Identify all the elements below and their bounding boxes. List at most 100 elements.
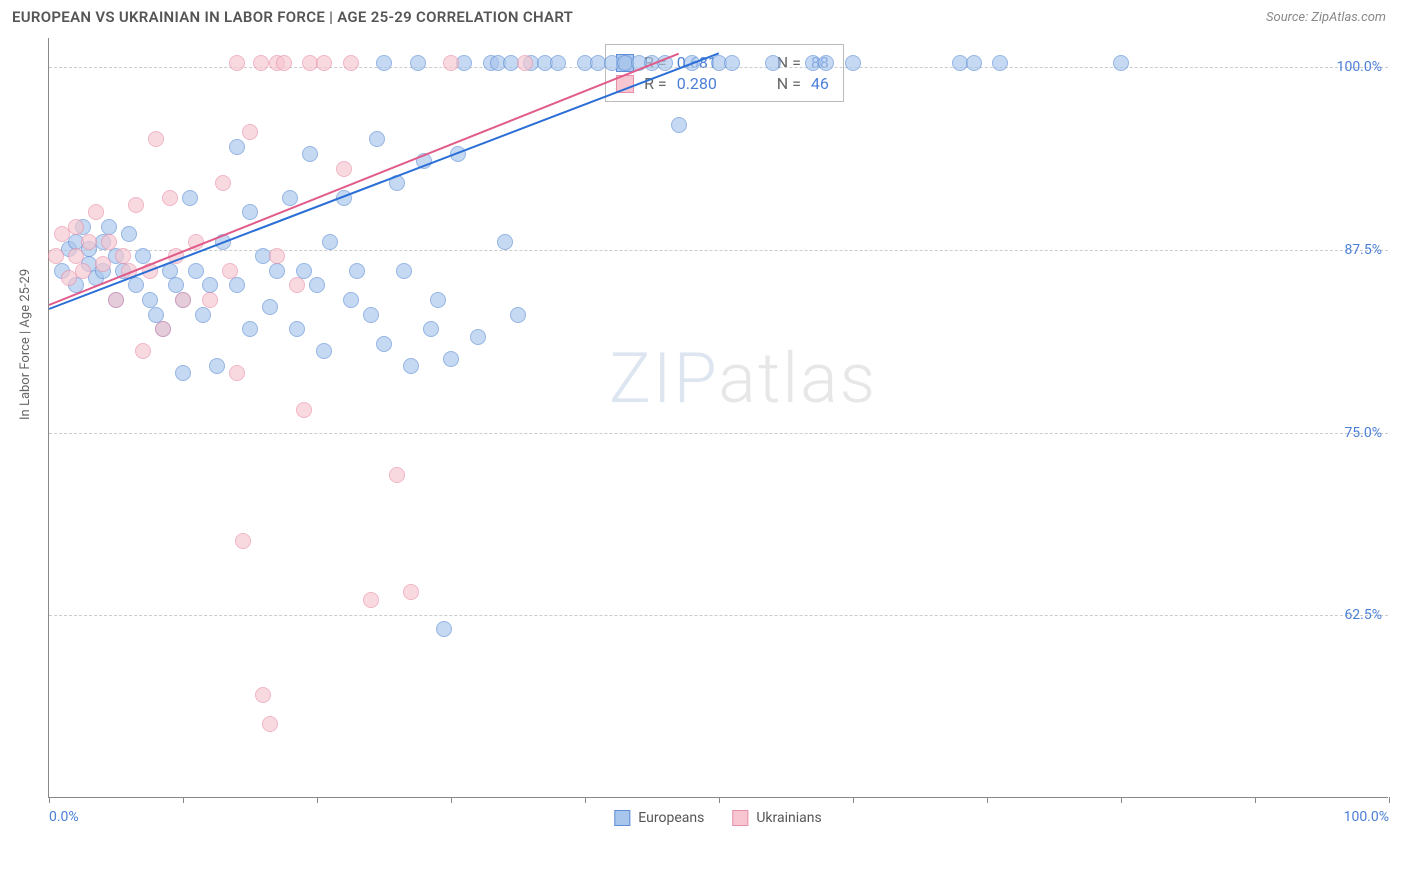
data-point [135,343,151,359]
data-point [671,117,687,133]
data-point [269,263,285,279]
data-point [436,621,452,637]
data-point [1113,55,1129,71]
x-tick [183,797,184,803]
x-tick [1255,797,1256,803]
data-point [142,292,158,308]
data-point [101,234,117,250]
data-point [215,175,231,191]
data-point [229,55,245,71]
data-point [497,234,513,250]
data-point [343,292,359,308]
data-point [376,336,392,352]
x-tick [451,797,452,803]
data-point [128,197,144,213]
data-point [403,584,419,600]
x-tick [49,797,50,803]
data-point [765,55,781,71]
source-label: Source: ZipAtlas.com [1266,10,1386,25]
data-point [175,365,191,381]
legend-swatch [614,810,630,826]
data-point [443,351,459,367]
data-point [229,277,245,293]
plot-area: ZIPatlas R =0.681N =88R =0.280N =46 62.5… [48,38,1388,798]
data-point [992,55,1008,71]
data-point [68,248,84,264]
n-label: N = [777,74,801,93]
n-value: 46 [811,74,829,93]
legend-swatch [732,810,748,826]
series-legend: Europeans Ukrainians [614,810,821,826]
data-point [289,277,305,293]
y-axis-label: In Labor Force | Age 25-29 [18,269,33,420]
legend-row: R =0.280N =46 [616,74,829,93]
data-point [376,55,392,71]
data-point [349,263,365,279]
data-point [121,226,137,242]
data-point [403,358,419,374]
data-point [517,55,533,71]
data-point [253,55,269,71]
data-point [88,204,104,220]
data-point [289,321,305,337]
data-point [68,219,84,235]
data-point [818,55,834,71]
data-point [48,248,64,264]
data-point [255,687,271,703]
data-point [296,263,312,279]
data-point [262,716,278,732]
data-point [966,55,982,71]
x-tick-label: 100.0% [1344,809,1389,825]
watermark: ZIPatlas [609,338,877,420]
y-tick-label: 100.0% [1337,59,1382,75]
data-point [423,321,439,337]
data-point [242,204,258,220]
y-tick-label: 75.0% [1344,425,1382,441]
data-point [229,139,245,155]
data-point [262,299,278,315]
data-point [75,263,91,279]
data-point [309,277,325,293]
data-point [269,248,285,264]
legend-label: Ukrainians [756,810,821,826]
data-point [162,190,178,206]
data-point [95,256,111,272]
data-point [202,292,218,308]
data-point [296,402,312,418]
data-point [470,329,486,345]
data-point [724,55,740,71]
data-point [369,131,385,147]
gridline [49,433,1388,434]
x-tick [719,797,720,803]
data-point [550,55,566,71]
data-point [148,131,164,147]
data-point [108,292,124,308]
data-point [282,190,298,206]
data-point [168,277,184,293]
y-tick-label: 87.5% [1344,242,1382,258]
data-point [302,146,318,162]
x-tick-label: 0.0% [49,809,79,825]
data-point [430,292,446,308]
data-point [276,55,292,71]
data-point [343,55,359,71]
data-point [235,533,251,549]
data-point [188,263,204,279]
data-point [222,263,238,279]
legend-item: Europeans [614,810,704,826]
data-point [135,248,151,264]
legend-label: Europeans [638,810,704,826]
r-value: 0.280 [677,74,767,93]
data-point [363,307,379,323]
data-point [363,592,379,608]
data-point [389,467,405,483]
data-point [322,234,338,250]
y-tick-label: 62.5% [1344,607,1382,623]
x-tick [1389,797,1390,803]
x-tick [317,797,318,803]
data-point [155,321,171,337]
x-tick [1121,797,1122,803]
data-point [81,234,97,250]
data-point [316,55,332,71]
legend-item: Ukrainians [732,810,821,826]
